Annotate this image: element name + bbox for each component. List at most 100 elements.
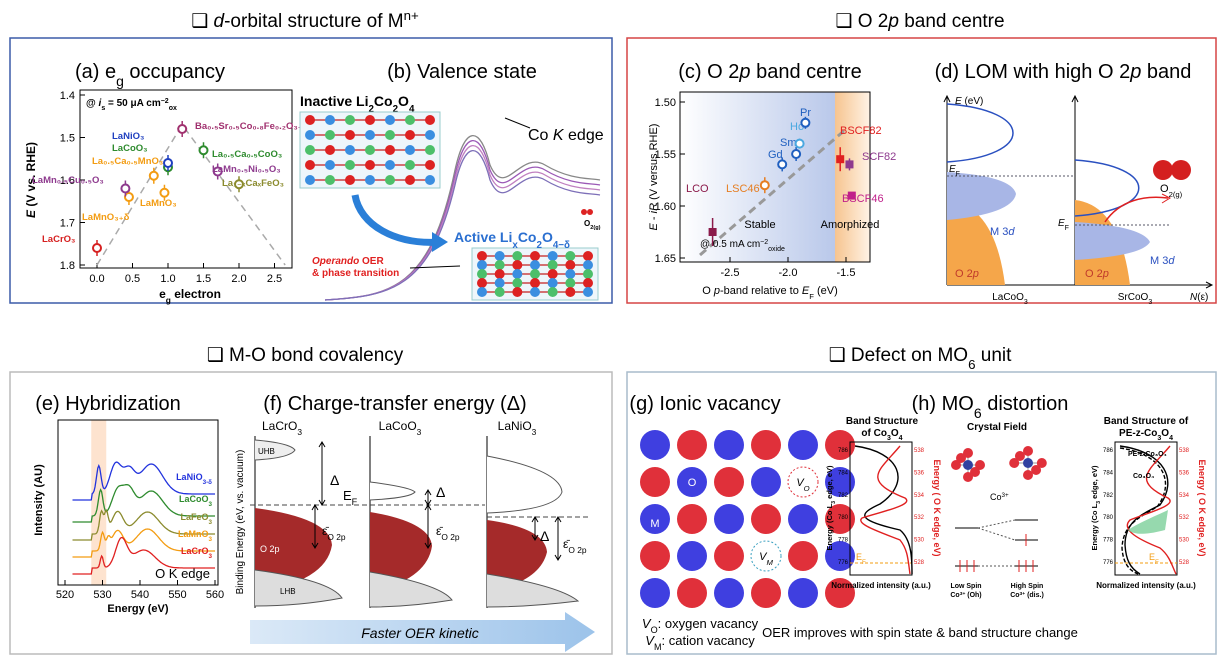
atom	[583, 269, 593, 279]
atom	[494, 260, 505, 270]
arrow-head	[554, 516, 562, 523]
atom	[751, 430, 781, 460]
text-part: (Oh)	[965, 592, 981, 599]
section-box	[9, 37, 613, 304]
atom	[1036, 458, 1047, 468]
text-part: O 2p	[441, 532, 459, 542]
atom	[494, 278, 505, 288]
tick-label: 532	[914, 515, 925, 521]
text-part: K	[553, 127, 565, 144]
text-part: of Co	[861, 428, 887, 439]
text-part: N	[1190, 292, 1198, 303]
spectrum	[324, 140, 601, 301]
text-part: LaNiO	[498, 419, 532, 433]
text-part: 3	[208, 536, 212, 543]
point-label: LaCrO₃	[42, 234, 75, 245]
section-heading: ❑ d-orbital structure of Mn+	[191, 8, 419, 33]
band	[947, 200, 1005, 285]
process-arrow-head	[432, 232, 448, 252]
text-part: e	[159, 287, 166, 301]
tick-label: 1.6	[60, 175, 75, 187]
text-part: E	[1149, 552, 1155, 562]
label: M	[650, 518, 659, 530]
label: Amorphized	[821, 219, 880, 231]
text-part: 3+	[1002, 492, 1010, 499]
text-part: 3	[532, 427, 537, 437]
point-label: La₀.₅Ca₀.₅MnO₃	[92, 156, 163, 167]
label: SrCoO3	[1118, 292, 1153, 306]
atom	[975, 460, 985, 470]
process-arrow	[250, 612, 595, 652]
arrow-head	[311, 504, 319, 511]
band	[1074, 159, 1140, 217]
atom	[788, 578, 818, 608]
label: Co3+	[990, 492, 1009, 503]
text-part: Energy (Co L	[1090, 503, 1099, 550]
label: Band Structure of	[1104, 416, 1189, 427]
text-part: V	[759, 551, 768, 563]
text-part: Energy (Co L	[825, 503, 834, 550]
atom	[751, 504, 781, 534]
point-label: LaMnO₃₊δ	[82, 212, 130, 223]
text-part: Co	[374, 93, 393, 109]
text-part: LaFeO	[180, 512, 208, 522]
arrow-head	[424, 542, 432, 549]
molecule	[581, 209, 587, 215]
text-part: E	[949, 164, 956, 175]
label: EF	[856, 552, 866, 566]
highlight	[1128, 510, 1168, 534]
label: EF	[343, 488, 358, 507]
text-part: p	[738, 61, 750, 83]
atom	[677, 504, 707, 534]
text-part: @ 0.5 mA cm	[700, 239, 760, 250]
text-part: 6	[974, 405, 982, 421]
band	[370, 512, 432, 592]
spectrum	[1119, 445, 1169, 575]
text-part: edge	[564, 127, 604, 144]
tick-label: 1.4	[60, 90, 75, 102]
text-part: (h) MO	[912, 393, 974, 415]
arrow-head	[1071, 94, 1079, 103]
atom	[405, 115, 415, 125]
text-part: O	[1161, 428, 1169, 439]
data-point	[212, 166, 223, 177]
atom	[583, 287, 593, 297]
plot-frame	[849, 441, 913, 576]
atom	[365, 130, 375, 140]
label: M 3d	[1150, 255, 1175, 267]
text-part: LaNiO	[176, 472, 203, 482]
text-part: 3	[417, 427, 422, 437]
tick-label: 1.5	[196, 273, 211, 285]
axis-label: Energy ( O K edge, eV)	[932, 459, 942, 556]
text-part: -orbital structure of M	[224, 11, 404, 32]
data-point	[148, 170, 159, 181]
text-part: LaCoO	[179, 494, 209, 504]
atom	[365, 115, 375, 125]
atom	[305, 175, 315, 185]
atom	[365, 160, 375, 170]
axis-label: Intensity (AU)	[33, 464, 45, 536]
text-part: Co	[990, 492, 1002, 502]
text-part: d	[214, 11, 226, 32]
annotation: @ 0.5 mA cm−2oxide	[700, 239, 785, 253]
text-part: p	[1102, 268, 1109, 280]
atom	[1031, 465, 1042, 475]
section-heading: ❑ O 2p band centre	[835, 11, 1004, 32]
tick-label: 784	[1103, 470, 1114, 476]
text-part: iR	[648, 203, 660, 213]
text-part: 6	[968, 357, 975, 372]
point-label: BSCF46	[842, 193, 884, 205]
text-part: d	[1008, 226, 1015, 238]
atom	[1023, 458, 1033, 468]
tick-label: 1.0	[160, 273, 175, 285]
label: Inactive Li2Co2O4	[300, 93, 415, 115]
text-part: 4−δ	[553, 240, 570, 251]
text-part: (eV)	[814, 285, 838, 297]
trend-line	[96, 123, 286, 266]
arrow-head	[1205, 281, 1214, 289]
arrow	[409, 265, 461, 269]
tick-label: 1.5	[60, 133, 75, 145]
annotation: @ is = 50 μA cm−2ox	[86, 98, 177, 112]
atom	[640, 541, 670, 571]
atom	[825, 578, 855, 608]
